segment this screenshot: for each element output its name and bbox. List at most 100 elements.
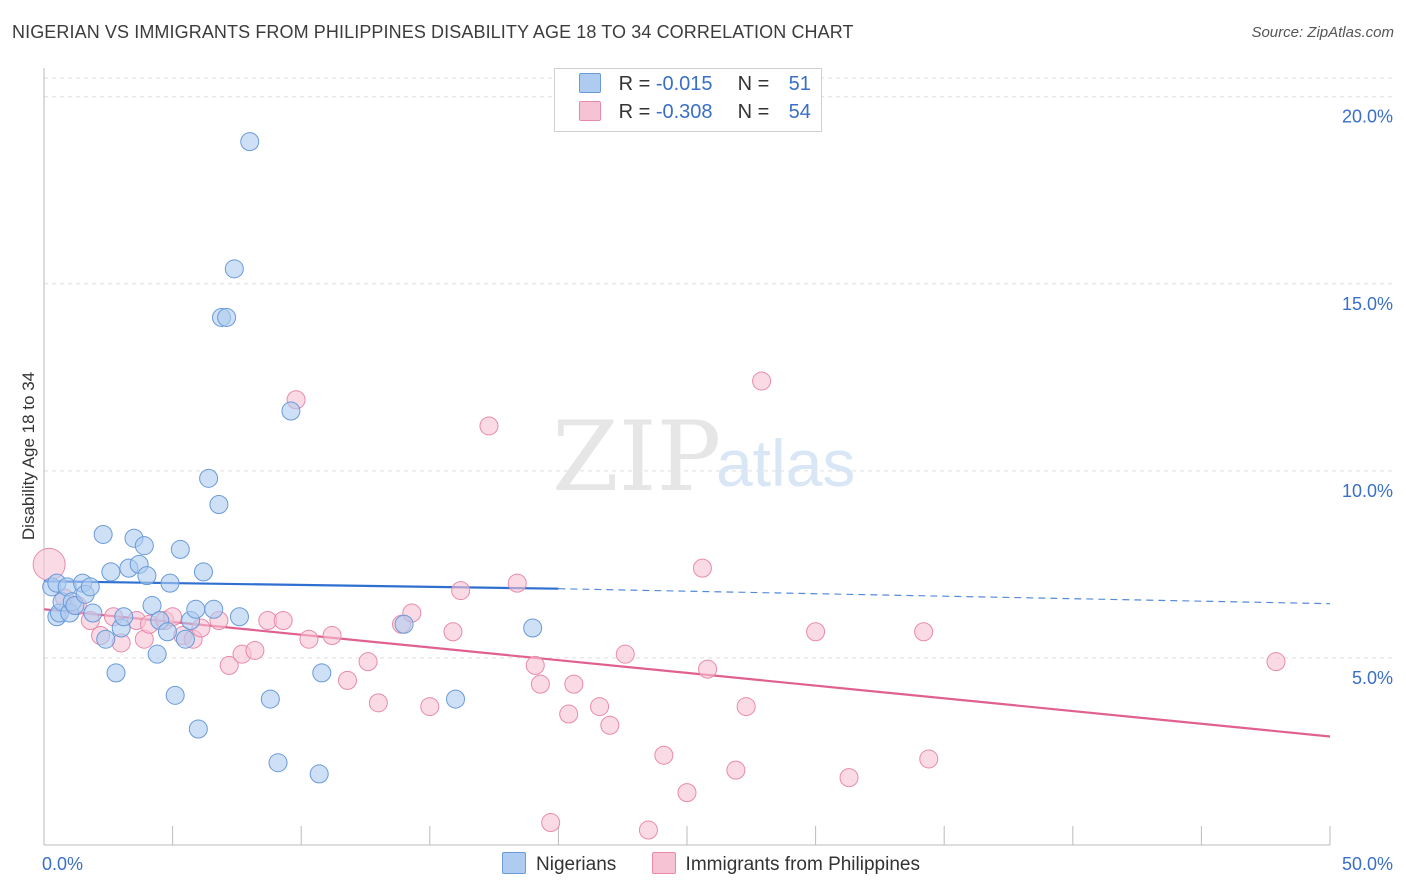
legend-label-nigerians: Nigerians	[536, 854, 617, 875]
nigerians-point	[93, 524, 113, 544]
philippines-point	[358, 652, 378, 672]
nigerians-point	[523, 618, 543, 638]
series-philippines-points	[32, 371, 1286, 840]
philippines-point	[530, 674, 550, 694]
legend-n-label: N =	[737, 101, 770, 123]
y-tick-label: 10.0%	[1342, 481, 1393, 501]
philippines-point	[692, 558, 712, 578]
philippines-point	[677, 783, 697, 803]
watermark-atlas: atlas	[716, 426, 855, 500]
nigerians-point	[147, 644, 167, 664]
philippines-point	[322, 625, 342, 645]
chart-title: NIGERIAN VS IMMIGRANTS FROM PHILIPPINES …	[12, 22, 854, 42]
nigerians-point	[188, 719, 208, 739]
nigerians-point	[165, 685, 185, 705]
nigerians-point	[142, 596, 162, 616]
trend-line-philippines	[43, 608, 1331, 738]
nigerians-point	[80, 577, 100, 597]
philippines-point	[273, 611, 293, 631]
nigerians-point	[175, 629, 195, 649]
legend-n-value: 54	[788, 101, 811, 123]
x-tick-label-max: 50.0%	[1342, 854, 1393, 874]
philippines-point	[839, 768, 859, 788]
legend-label-philippines: Immigrants from Philippines	[685, 854, 920, 875]
legend-r-label: R =	[618, 101, 651, 123]
source-label: Source: ZipAtlas.com	[1251, 24, 1394, 41]
philippines-point	[420, 697, 440, 717]
nigerians-point	[199, 468, 219, 488]
philippines-point	[698, 659, 718, 679]
watermark-zip: ZIP	[552, 401, 721, 513]
philippines-point	[559, 704, 579, 724]
legend-swatch-blue	[579, 73, 601, 93]
nigerians-point	[229, 607, 249, 627]
nigerians-point	[101, 562, 121, 582]
nigerians-point	[209, 495, 229, 515]
philippines-point	[590, 697, 610, 717]
series-legend: Nigerians Immigrants from Philippines	[502, 852, 950, 876]
philippines-point	[564, 674, 584, 694]
philippines-point	[919, 749, 939, 769]
nigerians-point	[204, 599, 224, 619]
grid-lines	[44, 77, 1392, 659]
legend-item-nigerians: Nigerians	[502, 852, 616, 876]
philippines-point	[638, 820, 658, 840]
nigerians-point	[394, 614, 414, 634]
y-axis-label: Disability Age 18 to 34	[19, 372, 38, 540]
nigerians-point	[83, 603, 103, 623]
trend-line-nigerians	[43, 580, 559, 590]
legend-r-value: -0.308	[655, 101, 713, 123]
philippines-point	[479, 416, 499, 436]
correlation-legend: R = -0.015 N = 51 R = -0.308 N = 54	[554, 68, 822, 132]
philippines-point	[299, 629, 319, 649]
philippines-point	[752, 371, 772, 391]
nigerians-point	[137, 566, 157, 586]
trend-line-nigerians-extrapolated	[558, 588, 1331, 605]
legend-r-value: -0.015	[655, 73, 713, 95]
nigerians-point	[106, 663, 126, 683]
philippines-point	[726, 760, 746, 780]
nigerians-point	[268, 753, 288, 773]
philippines-point	[219, 655, 239, 675]
legend-n-value: 51	[788, 73, 811, 95]
philippines-point	[914, 622, 934, 642]
nigerians-point	[224, 259, 244, 279]
nigerians-point	[312, 663, 332, 683]
philippines-point	[654, 745, 674, 765]
legend-swatch-pink	[651, 852, 676, 874]
philippines-point	[615, 644, 635, 664]
nigerians-point	[96, 629, 116, 649]
series-nigerians-points	[42, 132, 543, 784]
nigerians-point	[186, 599, 206, 619]
nigerians-point	[170, 539, 190, 559]
nigerians-point	[193, 562, 213, 582]
philippines-point	[806, 622, 826, 642]
nigerians-point	[160, 573, 180, 593]
nigerians-point	[309, 764, 329, 784]
philippines-point	[368, 693, 388, 713]
nigerians-point	[240, 132, 260, 152]
y-tick-label: 5.0%	[1352, 668, 1393, 688]
philippines-point	[245, 640, 265, 660]
nigerians-point	[114, 607, 134, 627]
x-tick-labels: 0.0% 50.0%	[42, 854, 1393, 874]
nigerians-point	[157, 622, 177, 642]
legend-item-philippines: Immigrants from Philippines	[651, 852, 920, 876]
philippines-point	[525, 655, 545, 675]
nigerians-point	[134, 536, 154, 556]
axes	[43, 68, 1331, 846]
nigerians-point	[260, 689, 280, 709]
philippines-point	[736, 697, 756, 717]
legend-n-label: N =	[737, 73, 770, 95]
legend-row-philippines: R = -0.308 N = 54	[579, 101, 811, 127]
philippines-point	[337, 670, 357, 690]
philippines-point	[541, 813, 561, 833]
legend-swatch-blue	[502, 852, 526, 874]
philippines-point	[451, 581, 471, 601]
legend-r-label: R =	[618, 73, 651, 95]
nigerians-point	[446, 689, 466, 709]
y-tick-label: 15.0%	[1342, 294, 1393, 314]
nigerians-point	[281, 401, 301, 421]
nigerians-point	[217, 307, 237, 327]
